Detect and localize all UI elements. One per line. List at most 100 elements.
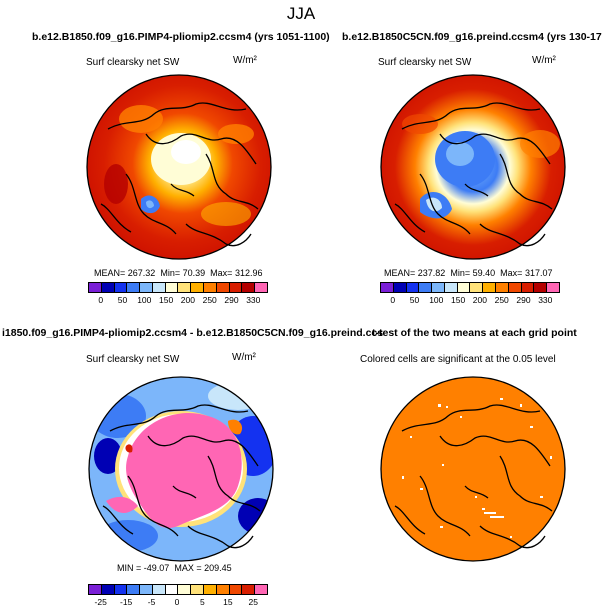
colorbar-swatch bbox=[165, 283, 179, 292]
panel-1-min: 70.39 bbox=[182, 268, 206, 278]
colorbar-swatch bbox=[216, 283, 230, 292]
colorbar-swatch bbox=[406, 283, 420, 292]
panel-1-max: 312.96 bbox=[234, 268, 263, 278]
panel-1-stats: MEAN= 267.32 Min= 70.39 Max= 312.96 bbox=[94, 268, 262, 278]
colorbar-swatch bbox=[547, 283, 559, 292]
panel-2-stats: MEAN= 237.82 Min= 59.40 Max= 317.07 bbox=[384, 268, 552, 278]
panel-3-colorbar-ticks: -25 -15 -5 0 5 15 25 bbox=[88, 597, 266, 609]
panel-2-title: b.e12.B1850C5CN.f09_g16.preind.ccsm4 (yr… bbox=[342, 31, 602, 43]
colorbar-swatch bbox=[534, 283, 548, 292]
panel-1-units: W/m² bbox=[233, 55, 257, 66]
colorbar-tick-label: 150 bbox=[159, 295, 174, 305]
colorbar-swatch bbox=[127, 585, 141, 594]
colorbar-tick-label: 0 bbox=[390, 295, 396, 305]
colorbar-tick-label: 330 bbox=[246, 295, 261, 305]
colorbar-swatch bbox=[191, 283, 205, 292]
colorbar-tick-label: 150 bbox=[451, 295, 466, 305]
colorbar-tick-label: 5 bbox=[200, 597, 205, 607]
colorbar-swatch bbox=[204, 585, 217, 594]
panel-2-min: 59.40 bbox=[472, 268, 496, 278]
panel-3-map bbox=[88, 376, 274, 562]
colorbar-swatch bbox=[229, 283, 243, 292]
colorbar-swatch bbox=[165, 585, 179, 594]
colorbar-swatch bbox=[127, 283, 141, 292]
colorbar-swatch bbox=[178, 585, 192, 594]
panel-3-max: 209.45 bbox=[204, 563, 232, 573]
colorbar-swatch bbox=[496, 283, 509, 292]
colorbar-swatch bbox=[114, 283, 128, 292]
colorbar-swatch bbox=[508, 283, 522, 292]
page-title: JJA bbox=[286, 4, 316, 23]
panel-2-units: W/m² bbox=[532, 55, 556, 66]
panel-1-mean-label: MEAN= bbox=[94, 268, 126, 278]
panel-1-colorbar-ticks: 0 50 100 150 200 250 290 330 bbox=[88, 295, 266, 307]
colorbar-tick-label: 100 bbox=[429, 295, 444, 305]
panel-2-map bbox=[380, 74, 566, 260]
colorbar-swatch bbox=[444, 283, 458, 292]
panel-4-title: t-test of the two means at each grid poi… bbox=[372, 327, 577, 339]
colorbar-swatch bbox=[457, 283, 471, 292]
colorbar-tick-label: 25 bbox=[248, 597, 259, 607]
colorbar-tick-label: -15 bbox=[119, 597, 133, 607]
colorbar-swatch bbox=[114, 585, 128, 594]
colorbar-swatch bbox=[178, 283, 192, 292]
colorbar-tick-label: 50 bbox=[117, 295, 128, 305]
panel-2-variable: Surf clearsky net SW bbox=[378, 57, 472, 68]
colorbar-swatch bbox=[255, 283, 267, 292]
colorbar-swatch bbox=[89, 585, 102, 594]
colorbar-swatch bbox=[140, 283, 153, 292]
colorbar-swatch bbox=[140, 585, 153, 594]
colorbar-tick-label: -5 bbox=[147, 597, 156, 607]
colorbar-tick-label: 200 bbox=[180, 295, 195, 305]
colorbar-tick-label: 250 bbox=[494, 295, 509, 305]
colorbar-swatch bbox=[229, 585, 243, 594]
panel-1-map bbox=[86, 74, 272, 260]
panel-1-min-label: Min= bbox=[160, 268, 181, 278]
colorbar-swatch bbox=[152, 585, 166, 594]
panel-4-map bbox=[380, 376, 566, 562]
colorbar-swatch bbox=[89, 283, 102, 292]
colorbar-swatch bbox=[483, 283, 497, 292]
colorbar-swatch bbox=[432, 283, 445, 292]
panel-3-variable: Surf clearsky net SW bbox=[86, 354, 180, 365]
colorbar-swatch bbox=[470, 283, 484, 292]
colorbar-tick-label: -25 bbox=[94, 597, 107, 607]
colorbar-tick-label: 100 bbox=[137, 295, 152, 305]
panel-1-title: b.e12.B1850.f09_g16.PIMP4-pliomip2.ccsm4… bbox=[32, 31, 330, 43]
colorbar-swatch bbox=[393, 283, 407, 292]
panel-3-max-label: MAX = bbox=[174, 563, 202, 573]
panel-1-variable: Surf clearsky net SW bbox=[86, 57, 180, 68]
panel-2-colorbar bbox=[380, 282, 560, 293]
panel-2-colorbar-ticks: 0 50 100 150 200 250 290 330 bbox=[380, 295, 558, 307]
colorbar-swatch bbox=[521, 283, 535, 292]
panel-3-min-label: MIN = bbox=[117, 563, 142, 573]
colorbar-tick-label: 290 bbox=[516, 295, 531, 305]
panel-2-max: 317.07 bbox=[524, 268, 553, 278]
panel-2-mean: 237.82 bbox=[417, 268, 446, 278]
panel-1-colorbar bbox=[88, 282, 268, 293]
colorbar-swatch bbox=[216, 585, 230, 594]
panel-4-subtitle: Colored cells are significant at the 0.0… bbox=[360, 354, 556, 365]
colorbar-tick-label: 330 bbox=[538, 295, 553, 305]
colorbar-tick-label: 0 bbox=[174, 597, 180, 607]
colorbar-swatch bbox=[101, 585, 115, 594]
colorbar-swatch bbox=[381, 283, 394, 292]
colorbar-swatch bbox=[204, 283, 217, 292]
colorbar-tick-label: 200 bbox=[472, 295, 487, 305]
panel-3-stats: MIN = -49.07 MAX = 209.45 bbox=[117, 563, 232, 573]
colorbar-swatch bbox=[152, 283, 166, 292]
colorbar-swatch bbox=[255, 585, 267, 594]
panel-3-min: -49.07 bbox=[143, 563, 170, 573]
colorbar-swatch bbox=[242, 283, 256, 292]
colorbar-tick-label: 15 bbox=[223, 597, 233, 607]
panel-2-mean-label: MEAN= bbox=[384, 268, 416, 278]
colorbar-tick-label: 50 bbox=[409, 295, 420, 305]
colorbar-swatch bbox=[191, 585, 205, 594]
colorbar-swatch bbox=[101, 283, 115, 292]
colorbar-tick-label: 290 bbox=[224, 295, 239, 305]
colorbar-tick-label: 0 bbox=[98, 295, 104, 305]
panel-2-max-label: Max= bbox=[500, 268, 523, 278]
panel-1-mean: 267.32 bbox=[127, 268, 156, 278]
panel-2-min-label: Min= bbox=[450, 268, 471, 278]
panel-3-colorbar bbox=[88, 584, 268, 595]
